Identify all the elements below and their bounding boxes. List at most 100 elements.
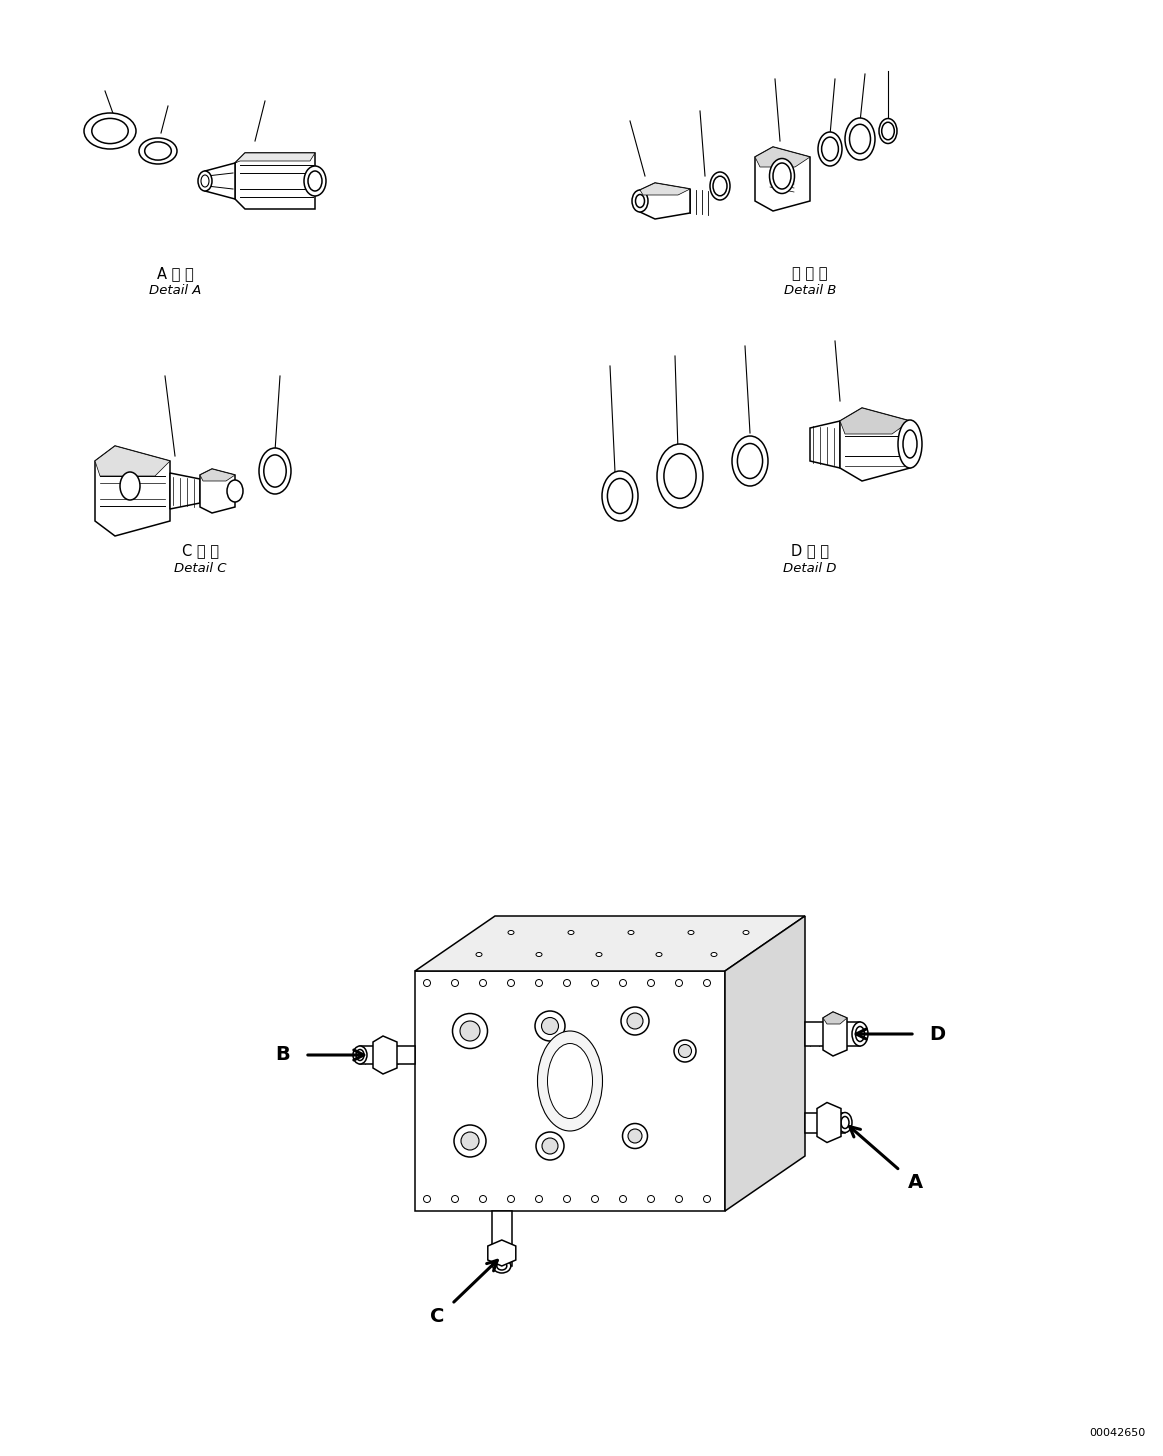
Ellipse shape <box>711 952 718 957</box>
Polygon shape <box>235 153 315 210</box>
Polygon shape <box>235 153 315 163</box>
Polygon shape <box>95 446 170 476</box>
Ellipse shape <box>537 1031 602 1131</box>
Ellipse shape <box>542 1018 558 1035</box>
Text: A 詳 細: A 詳 細 <box>157 266 193 281</box>
Ellipse shape <box>201 175 209 186</box>
Ellipse shape <box>92 118 128 144</box>
Ellipse shape <box>423 980 430 987</box>
Ellipse shape <box>852 1022 868 1045</box>
Polygon shape <box>840 408 909 480</box>
Polygon shape <box>415 916 805 971</box>
Ellipse shape <box>423 1195 430 1203</box>
Ellipse shape <box>461 1131 479 1150</box>
Ellipse shape <box>536 952 542 957</box>
Ellipse shape <box>882 122 894 140</box>
Polygon shape <box>755 147 809 167</box>
Ellipse shape <box>564 980 571 987</box>
Ellipse shape <box>451 980 458 987</box>
Ellipse shape <box>743 930 749 935</box>
Ellipse shape <box>304 166 326 197</box>
Polygon shape <box>816 1102 841 1143</box>
Ellipse shape <box>664 454 697 498</box>
Text: D 詳 細: D 詳 細 <box>791 543 829 559</box>
Ellipse shape <box>732 435 768 486</box>
Polygon shape <box>200 469 235 480</box>
Polygon shape <box>755 147 809 211</box>
Ellipse shape <box>476 952 481 957</box>
Ellipse shape <box>198 170 212 191</box>
Ellipse shape <box>354 1045 368 1064</box>
Ellipse shape <box>849 124 870 154</box>
Text: Detail B: Detail B <box>784 284 836 297</box>
Text: 00042650: 00042650 <box>1089 1428 1146 1439</box>
Polygon shape <box>725 916 805 1211</box>
Ellipse shape <box>461 1021 480 1041</box>
Ellipse shape <box>635 195 644 208</box>
Ellipse shape <box>356 1050 364 1060</box>
Ellipse shape <box>536 1131 564 1160</box>
Ellipse shape <box>879 118 897 144</box>
Ellipse shape <box>308 170 322 191</box>
Ellipse shape <box>713 176 727 195</box>
Polygon shape <box>805 1112 846 1133</box>
Ellipse shape <box>704 1195 711 1203</box>
Text: C 詳 細: C 詳 細 <box>181 543 219 559</box>
Text: B: B <box>276 1045 291 1064</box>
Text: 日 詳 細: 日 詳 細 <box>792 266 828 281</box>
Ellipse shape <box>568 930 575 935</box>
Polygon shape <box>840 408 909 434</box>
Ellipse shape <box>264 454 286 488</box>
Ellipse shape <box>773 163 791 189</box>
Ellipse shape <box>493 1259 511 1273</box>
Ellipse shape <box>595 952 602 957</box>
Text: C: C <box>429 1306 444 1325</box>
Polygon shape <box>823 1012 847 1056</box>
Ellipse shape <box>259 448 291 494</box>
Polygon shape <box>640 183 690 218</box>
Ellipse shape <box>818 132 842 166</box>
Ellipse shape <box>84 114 136 149</box>
Ellipse shape <box>227 480 243 502</box>
Ellipse shape <box>648 980 655 987</box>
Ellipse shape <box>839 1112 852 1133</box>
Ellipse shape <box>770 159 794 194</box>
Ellipse shape <box>841 1117 849 1128</box>
Polygon shape <box>805 1022 859 1045</box>
Ellipse shape <box>821 137 839 162</box>
Ellipse shape <box>676 1195 683 1203</box>
Polygon shape <box>373 1037 397 1075</box>
Polygon shape <box>200 469 235 513</box>
Ellipse shape <box>902 430 916 459</box>
Ellipse shape <box>564 1195 571 1203</box>
Ellipse shape <box>627 1013 643 1029</box>
Polygon shape <box>415 971 725 1211</box>
Ellipse shape <box>620 980 627 987</box>
Polygon shape <box>170 473 200 510</box>
Ellipse shape <box>497 1262 507 1270</box>
Ellipse shape <box>856 1026 864 1041</box>
Ellipse shape <box>454 1125 486 1158</box>
Polygon shape <box>809 421 840 467</box>
Ellipse shape <box>676 980 683 987</box>
Ellipse shape <box>602 470 638 521</box>
Ellipse shape <box>621 1008 649 1035</box>
Polygon shape <box>487 1241 516 1267</box>
Ellipse shape <box>508 930 514 935</box>
Ellipse shape <box>688 930 694 935</box>
Text: Detail A: Detail A <box>149 284 201 297</box>
Ellipse shape <box>140 138 177 165</box>
Ellipse shape <box>628 1128 642 1143</box>
Ellipse shape <box>622 1124 648 1149</box>
Ellipse shape <box>632 189 648 213</box>
Ellipse shape <box>620 1195 627 1203</box>
Ellipse shape <box>507 1195 514 1203</box>
Ellipse shape <box>542 1139 558 1155</box>
Polygon shape <box>823 1012 847 1024</box>
Polygon shape <box>95 446 170 536</box>
Ellipse shape <box>479 1195 486 1203</box>
Ellipse shape <box>648 1195 655 1203</box>
Ellipse shape <box>535 980 542 987</box>
Ellipse shape <box>709 172 730 199</box>
Polygon shape <box>640 183 690 195</box>
